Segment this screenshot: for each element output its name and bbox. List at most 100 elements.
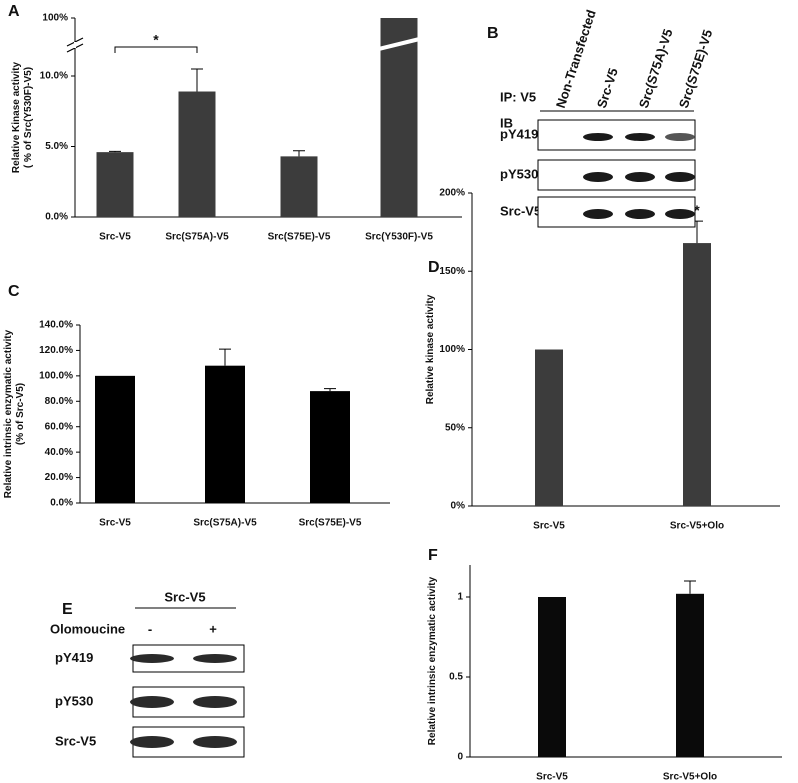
error-bar [293, 150, 305, 157]
blot-band [130, 736, 174, 748]
blot-band [583, 172, 613, 182]
y-tick-label: 0.5 [449, 672, 463, 683]
panel-letter: B [487, 25, 499, 42]
error-bar [324, 388, 336, 392]
y-tick-label: 200% [439, 188, 465, 199]
y-tick-label: 50% [445, 422, 465, 433]
x-tick-label: Src(S75A)-V5 [165, 232, 229, 243]
blot-band [665, 133, 695, 141]
axis-break-gap [74, 42, 76, 48]
y-tick-label: 100.0% [39, 370, 73, 381]
x-tick-label: Src(Y530F)-V5 [365, 232, 433, 243]
bar [310, 391, 350, 503]
bar [95, 375, 135, 503]
blot-ib-label: IB [500, 115, 513, 130]
y-tick-label: 140.0% [39, 320, 73, 331]
blot-band [130, 654, 174, 663]
lane-label: Non-Transfected [553, 8, 599, 110]
bar [683, 243, 711, 506]
blot-band [625, 172, 655, 182]
y-tick-label: 0 [457, 752, 463, 763]
x-tick-label: Src(S75E)-V5 [268, 232, 331, 243]
bar [280, 156, 318, 217]
error-bar [109, 150, 121, 153]
bar [380, 18, 418, 217]
bar [535, 349, 563, 506]
y-tick-label: 60.0% [45, 421, 73, 432]
panel-letter: C [8, 283, 20, 300]
y-tick-label: 0.0% [45, 212, 68, 223]
lane-label: Src-V5 [594, 66, 621, 110]
panel-letter: E [62, 601, 73, 618]
y-axis-title-line: Relative intrinsic enzymatic activity [3, 329, 14, 498]
blot-band [625, 209, 655, 219]
x-tick-label: Src-V5 [536, 772, 568, 783]
x-tick-label: Src-V5+Olo [663, 772, 717, 783]
significance-bracket [114, 46, 198, 53]
y-axis-title: Relative kinase activity [425, 294, 436, 404]
y-axis-title-line: Relative Kinase activity [11, 61, 22, 173]
blot-band [583, 133, 613, 141]
lane-label: - [148, 621, 152, 636]
x-tick-label: Src(S75A)-V5 [193, 518, 257, 529]
row-label: pY419 [55, 650, 93, 665]
x-tick-label: Src(S75E)-V5 [299, 518, 362, 529]
y-tick-label: 100% [42, 13, 68, 24]
y-axis-title: Relative intrinsic enzymatic activity(% … [3, 329, 26, 498]
lane-label: Src(S75E)-V5 [676, 28, 715, 110]
y-tick-label: 150% [439, 266, 465, 277]
blot-band [583, 209, 613, 219]
bar [676, 593, 704, 757]
y-tick-label: 40.0% [45, 447, 73, 458]
blot-band [665, 209, 695, 219]
bar [96, 152, 134, 217]
blot-band [193, 736, 237, 748]
significance-star: * [694, 202, 700, 218]
bar [205, 365, 245, 503]
y-tick-label: 0.0% [50, 498, 73, 509]
y-tick-label: 100% [439, 344, 465, 355]
x-tick-label: Src-V5 [99, 232, 131, 243]
y-tick-label: 1 [457, 592, 463, 603]
blot-ip-label: IP: V5 [500, 89, 536, 104]
y-axis-title: Relative Kinase activity( % of Src(Y530F… [11, 61, 34, 173]
y-tick-label: 5.0% [45, 141, 68, 152]
y-tick-label: 20.0% [45, 472, 73, 483]
blot-band [130, 696, 174, 708]
blot-header: Src-V5 [164, 589, 205, 604]
y-tick-label: 80.0% [45, 396, 73, 407]
bar-break [378, 37, 420, 51]
treatment-label: Olomoucine [50, 621, 125, 636]
error-bar [684, 580, 696, 594]
error-bar [191, 68, 203, 92]
y-axis-title-line: (% of Src-V5) [15, 383, 26, 445]
y-tick-label: 0% [451, 501, 466, 512]
lane-label: + [209, 621, 217, 636]
y-axis-title: Relative intrinsic enzymatic activity [427, 576, 438, 745]
y-axis-title-line: ( % of Src(Y530F)-V5) [23, 67, 34, 168]
bar [178, 91, 216, 217]
row-label: pY530 [500, 166, 538, 181]
x-tick-label: Src-V5 [99, 518, 131, 529]
y-axis-title-line: Relative kinase activity [425, 294, 436, 404]
blot-band [625, 133, 655, 141]
bar [538, 597, 566, 757]
row-label: pY530 [55, 693, 93, 708]
y-tick-label: 10.0% [40, 71, 68, 82]
lane-label: Src(S75A)-V5 [636, 27, 676, 110]
significance-star: * [153, 32, 159, 48]
blot-band [193, 696, 237, 708]
row-label: Src-V5 [500, 203, 541, 218]
error-bar [219, 348, 231, 366]
y-tick-label: 120.0% [39, 345, 73, 356]
blot-band [665, 172, 695, 182]
panel-letter: F [428, 547, 438, 564]
row-label: Src-V5 [55, 733, 96, 748]
x-tick-label: Src-V5+Olo [670, 521, 724, 532]
panel-letter: A [8, 3, 20, 20]
row-label: pY419 [500, 126, 538, 141]
x-tick-label: Src-V5 [533, 521, 565, 532]
blot-band [193, 654, 237, 663]
y-axis-title-line: Relative intrinsic enzymatic activity [427, 576, 438, 745]
